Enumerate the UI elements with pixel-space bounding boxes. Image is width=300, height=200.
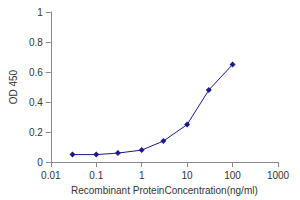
svg-text:0.1: 0.1 — [89, 170, 103, 181]
svg-text:0.4: 0.4 — [29, 97, 43, 108]
svg-text:1000: 1000 — [267, 170, 290, 181]
svg-text:0: 0 — [37, 157, 43, 168]
svg-text:0.8: 0.8 — [29, 37, 43, 48]
svg-text:100: 100 — [224, 170, 241, 181]
svg-text:OD 450: OD 450 — [8, 69, 19, 104]
svg-text:1: 1 — [37, 7, 43, 18]
svg-text:1: 1 — [139, 170, 145, 181]
svg-text:0.01: 0.01 — [41, 170, 61, 181]
svg-text:10: 10 — [182, 170, 194, 181]
svg-text:Recombinant ProteinConcentrati: Recombinant ProteinConcentration(ng/ml) — [71, 185, 258, 196]
svg-text:0.6: 0.6 — [29, 67, 43, 78]
svg-text:0.2: 0.2 — [29, 127, 43, 138]
